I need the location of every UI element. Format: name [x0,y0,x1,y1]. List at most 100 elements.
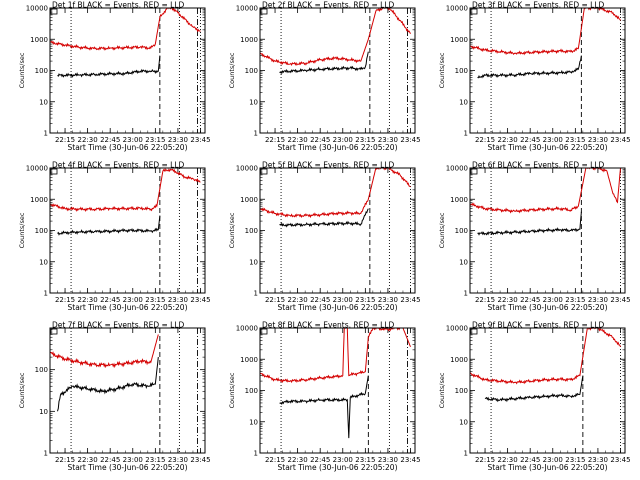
series-line-lld [50,8,201,51]
y-tick-label: 100 [35,366,48,374]
y-tick-label: 10000 [236,5,258,13]
x-tick-label: 23:45 [610,296,630,304]
chart-title: Det 2f BLACK = Events, RED = LLD [262,1,395,10]
plot-area [260,8,411,75]
x-tick-label: 23:15 [565,296,585,304]
plot-frame [49,7,206,134]
y-tick-label: 10 [249,258,258,266]
plot-area [50,334,159,412]
x-tick-label: 22:30 [498,456,518,464]
x-tick-label: 23:30 [378,296,398,304]
corner-marker [470,8,478,15]
x-tick-label: 23:30 [588,136,608,144]
corner-marker [470,328,478,335]
x-tick-label: 22:15 [265,136,285,144]
y-tick-label: 1 [44,130,48,138]
y-axis-label: Counts/sec [18,212,26,248]
chart-panel-9: Det 9f BLACK = Events, RED = LLD 1 10 100 10… [438,321,631,473]
x-tick-label: 22:30 [498,296,518,304]
x-tick-label: 23:00 [543,456,563,464]
plot-frame [259,167,416,294]
y-tick-label: 1 [464,450,468,458]
y-axis-label: Counts/sec [228,372,236,408]
x-tick-label: 23:15 [355,456,375,464]
x-tick-label: 22:45 [310,136,330,144]
y-axis-label: Counts/sec [18,52,26,88]
y-tick-label: 10000 [236,165,258,173]
corner-marker [470,168,478,175]
x-tick-label: 22:30 [78,296,98,304]
y-tick-label: 1000 [30,196,48,204]
plot-frame [49,167,206,294]
plot-area [470,328,621,403]
y-tick-label: 1 [254,130,258,138]
x-tick-label: 23:00 [123,136,143,144]
chart-panel-1: Det 1f BLACK = Events, RED = LLD 1 10 100 10… [18,1,211,153]
x-tick-label: 23:00 [333,296,353,304]
x-tick-label: 23:15 [565,136,585,144]
y-tick-label: 10 [249,98,258,106]
x-tick-label: 22:45 [100,136,120,144]
x-tick-label: 23:00 [123,296,143,304]
x-axis-label: Start Time (30-Jun-06 22:05:20) [68,143,188,152]
series-line-events [57,55,161,78]
y-tick-label: 10000 [446,165,468,173]
chart-title: Det 1f BLACK = Events, RED = LLD [52,1,185,10]
corner-marker [260,328,268,335]
x-tick-label: 23:15 [565,456,585,464]
y-tick-label: 10 [249,418,258,426]
chart-panel-3: Det 3f BLACK = Events, RED = LLD 1 10 100 10… [438,1,631,153]
x-axis-label: Start Time (30-Jun-06 22:05:20) [68,463,188,472]
x-tick-label: 22:30 [78,136,98,144]
chart-panel-8: Det 8f BLACK = Events, RED = LLD 1 10 100 10… [228,321,421,473]
y-tick-label: 1000 [240,36,258,44]
x-tick-label: 23:30 [588,296,608,304]
plot-area [260,328,411,439]
x-tick-label: 23:45 [190,136,210,144]
series-line-events [484,375,584,403]
y-tick-label: 1 [254,450,258,458]
x-axis-label: Start Time (30-Jun-06 22:05:20) [278,303,398,312]
plot-frame [259,327,416,454]
plot-frame [259,7,416,134]
x-tick-label: 22:15 [265,296,285,304]
x-axis-label: Start Time (30-Jun-06 22:05:20) [488,143,608,152]
corner-marker [50,168,58,175]
x-axis-label: Start Time (30-Jun-06 22:05:20) [278,463,398,472]
y-tick-label: 10000 [446,5,468,13]
x-tick-label: 23:30 [168,296,188,304]
plot-area [470,8,621,79]
y-tick-label: 1000 [450,356,468,364]
series-line-lld [50,334,159,369]
x-tick-label: 22:15 [55,456,75,464]
x-tick-label: 22:45 [520,136,540,144]
y-tick-label: 100 [245,67,258,75]
plot-frame [49,327,206,454]
series-line-lld [260,8,411,67]
series-line-events [279,51,369,75]
series-line-lld [470,168,621,214]
series-line-events [477,211,582,236]
plot-frame [469,7,626,134]
y-tick-label: 10 [39,98,48,106]
corner-marker [260,168,268,175]
x-tick-label: 23:45 [610,136,630,144]
x-tick-label: 23:15 [145,136,165,144]
y-tick-label: 10 [459,98,468,106]
x-tick-label: 23:45 [400,296,420,304]
x-tick-label: 22:45 [310,296,330,304]
x-tick-label: 23:15 [355,296,375,304]
chart-panel-5: Det 5f BLACK = Events, RED = LLD 1 10 100 10… [228,161,421,313]
series-line-lld [470,8,621,56]
x-tick-label: 22:15 [475,136,495,144]
x-tick-label: 23:00 [543,296,563,304]
y-tick-label: 10 [459,258,468,266]
x-tick-label: 22:15 [55,136,75,144]
y-tick-label: 100 [455,227,468,235]
chart-title: Det 7f BLACK = Events, RED = LLD [52,321,185,330]
x-axis-label: Start Time (30-Jun-06 22:05:20) [488,303,608,312]
y-tick-label: 1000 [240,356,258,364]
x-tick-label: 23:15 [145,456,165,464]
corner-marker [50,8,58,15]
